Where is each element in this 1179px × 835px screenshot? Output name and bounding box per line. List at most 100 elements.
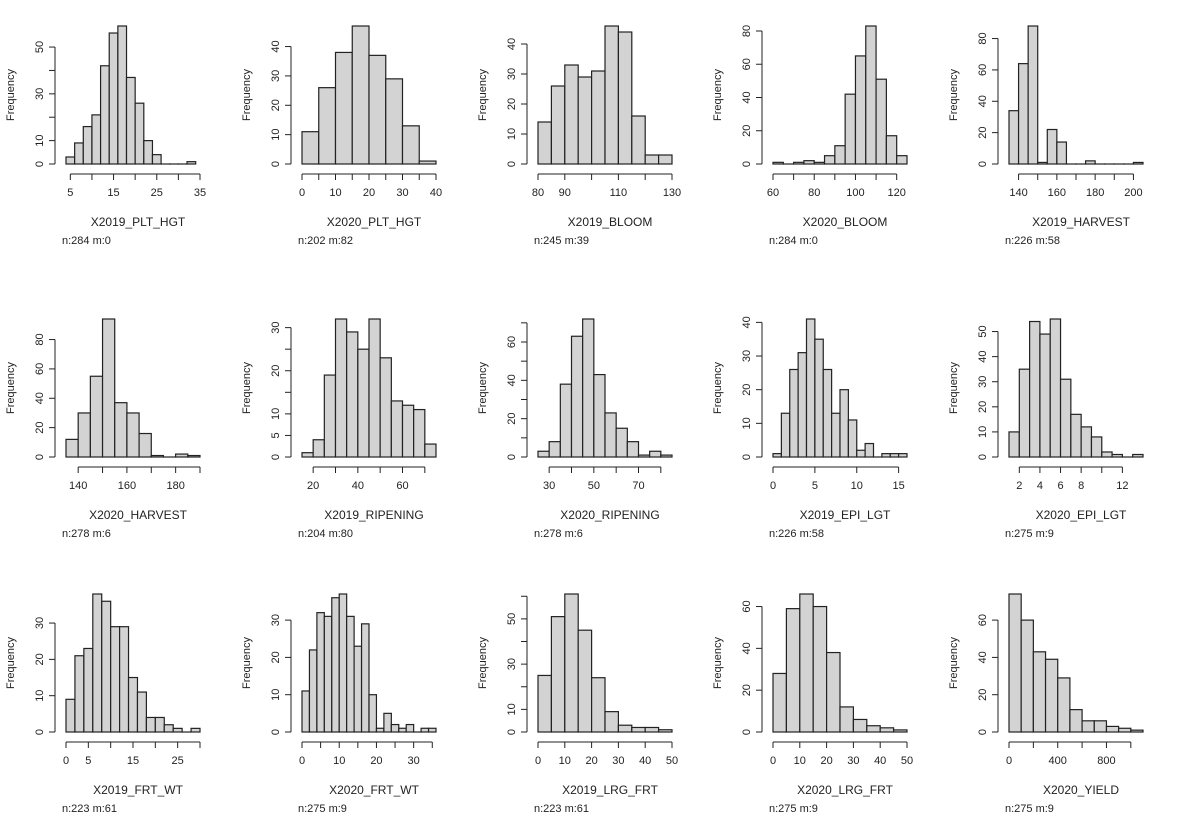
y-axis-label: Frequency: [948, 362, 960, 414]
x-tick-label: 10: [559, 755, 571, 767]
y-tick-label: 40: [34, 392, 46, 404]
histogram-bar: [144, 141, 153, 164]
y-tick-label: 40: [741, 316, 753, 328]
y-tick-label: 60: [506, 336, 518, 348]
histogram-bar: [403, 126, 420, 164]
histogram-bar: [592, 71, 605, 164]
histogram-bar: [616, 428, 627, 457]
sample-count-note: n:275 m:9: [1005, 528, 1054, 540]
y-tick-label: 10: [506, 703, 518, 715]
y-tick-label: 40: [270, 40, 282, 52]
sample-count-note: n:275 m:9: [298, 803, 347, 815]
y-tick-label: 10: [977, 426, 989, 438]
histogram-bar: [115, 403, 127, 457]
y-tick-label: 20: [741, 684, 753, 696]
histogram-bar: [1009, 111, 1019, 164]
histogram-bar: [886, 136, 896, 164]
x-tick-label: 30: [408, 755, 420, 767]
sample-count-note: n:223 m:61: [534, 803, 589, 815]
histogram-bar: [380, 358, 391, 457]
y-tick-label: 30: [270, 70, 282, 82]
histogram-bar: [1106, 726, 1118, 732]
y-tick-label: 0: [741, 161, 753, 167]
histogram-bar: [421, 728, 428, 732]
histogram-bar: [823, 369, 831, 457]
histogram-bar: [102, 601, 111, 732]
histogram-bar: [825, 156, 835, 164]
histogram-bar: [605, 413, 616, 457]
histogram-bar: [1021, 620, 1033, 732]
y-tick-label: 20: [977, 127, 989, 139]
y-tick-label: 30: [270, 322, 282, 334]
x-tick-label: 40: [874, 755, 886, 767]
histogram-bar: [578, 77, 591, 164]
histogram-bar: [120, 627, 129, 732]
y-tick-label: 10: [270, 129, 282, 141]
histogram-bar: [1102, 452, 1112, 457]
histogram-bar: [152, 155, 161, 164]
histogram-bar: [880, 728, 893, 732]
y-tick-label: 20: [270, 99, 282, 111]
histogram-bar: [659, 155, 672, 164]
y-tick-label: 0: [741, 729, 753, 735]
histogram-bar: [632, 116, 645, 164]
histogram-bar: [1046, 659, 1058, 732]
histogram-bar: [605, 26, 618, 164]
x-axis-label: X2019_PLT_HGT: [91, 215, 186, 229]
histogram-bar: [90, 376, 102, 457]
x-tick-label: 0: [770, 480, 776, 492]
histogram-bar: [386, 79, 403, 164]
histogram-bar: [75, 143, 84, 164]
sample-count-note: n:204 m:80: [298, 528, 353, 540]
y-tick-label: 20: [270, 365, 282, 377]
histogram-bar: [1131, 730, 1143, 732]
y-axis-label: Frequency: [241, 637, 253, 689]
histogram-bar: [1030, 322, 1040, 457]
histogram-bar: [857, 450, 865, 457]
histogram-bar: [127, 413, 139, 457]
x-tick-label: 30: [847, 755, 859, 767]
y-axis-label: Frequency: [712, 69, 724, 121]
y-tick-label: 20: [270, 651, 282, 663]
x-axis-label: X2020_PLT_HGT: [327, 215, 422, 229]
histogram-bar: [309, 650, 316, 732]
histogram-bar: [93, 594, 102, 732]
x-tick-label: 80: [808, 187, 820, 199]
histogram-bar: [176, 454, 188, 457]
histogram-bar: [66, 157, 75, 164]
y-tick-label: 40: [506, 38, 518, 50]
y-tick-label: 0: [270, 454, 282, 460]
histogram-bar: [1081, 427, 1091, 457]
sample-count-note: n:275 m:9: [1005, 803, 1054, 815]
x-axis-label: X2019_FRT_WT: [93, 783, 183, 797]
histogram-bar: [1094, 721, 1106, 732]
histogram-bar: [618, 32, 631, 164]
x-tick-label: 160: [1048, 187, 1066, 199]
x-tick-label: 60: [396, 480, 408, 492]
y-axis-label: Frequency: [712, 637, 724, 689]
histogram-bar: [794, 162, 804, 164]
x-tick-label: 50: [666, 755, 678, 767]
histogram-bar: [1119, 728, 1131, 732]
y-tick-label: 20: [977, 401, 989, 413]
histogram-bar: [352, 26, 369, 164]
y-tick-label: 30: [34, 617, 46, 629]
histogram-bar: [1070, 710, 1082, 732]
y-tick-label: 0: [506, 161, 518, 167]
histogram-bar: [1058, 678, 1070, 732]
y-axis-label: Frequency: [477, 362, 489, 414]
y-tick-label: 80: [34, 333, 46, 345]
histogram-bar: [92, 115, 101, 164]
x-tick-label: 8: [1078, 480, 1084, 492]
histogram-bar: [369, 319, 380, 457]
histogram-bar: [645, 155, 658, 164]
histogram-bar: [538, 122, 551, 164]
x-tick-label: 0: [299, 755, 305, 767]
histogram-bar: [798, 353, 806, 457]
